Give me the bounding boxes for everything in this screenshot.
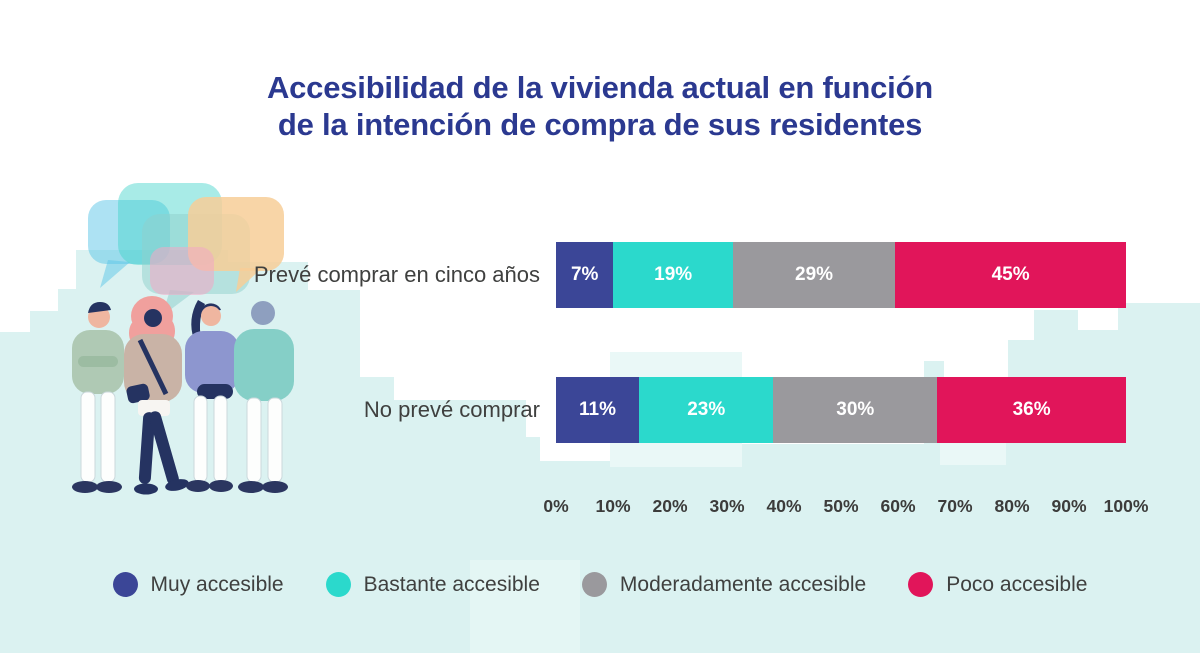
chart-title: Accesibilidad de la vivienda actual en f… — [0, 70, 1200, 143]
bar-segment-bastante-accesible: 19% — [613, 242, 733, 308]
chart-legend: Muy accesible Bastante accesible Moderadam… — [0, 572, 1200, 597]
legend-dot-muy-accesible — [112, 572, 138, 597]
segment-value-label: 19% — [654, 264, 693, 285]
x-axis-tick-20-: 20% — [652, 496, 688, 516]
segment-value-label: 7% — [570, 264, 599, 285]
bar-segment-bastante-accesible: 23% — [639, 377, 774, 443]
segment-value-label: 29% — [795, 264, 834, 285]
legend-item-poco-accesible: Poco accesible — [908, 572, 1087, 597]
legend-item-bastante-accesible: Bastante accesible — [325, 572, 540, 597]
legend-label-bastante-accesible: Bastante accesible — [363, 572, 540, 596]
segment-value-label: 36% — [1012, 399, 1051, 420]
bar-segment-muy-accesible: 7% — [556, 242, 614, 308]
x-axis-tick-70-: 70% — [937, 496, 973, 516]
segment-value-label: 23% — [687, 399, 726, 420]
category-label-preve-comprar: Prevé comprar en cinco años — [253, 262, 540, 287]
legend-dot-moderadamente-accesible — [581, 572, 607, 597]
legend-label-poco-accesible: Poco accesible — [946, 572, 1088, 596]
speech-bubbles-illustration — [88, 183, 284, 316]
x-axis-tick-0-: 0% — [543, 496, 569, 516]
x-axis-tick-10-: 10% — [595, 496, 631, 516]
bar-segment-moderadamente-accesible: 29% — [732, 242, 896, 308]
x-axis-tick-30-: 30% — [709, 496, 745, 516]
category-label-no-preve-comprar: No prevé comprar — [363, 397, 540, 422]
x-axis-tick-60-: 60% — [880, 496, 916, 516]
segment-value-label: 45% — [991, 264, 1030, 285]
stacked-bar-no-preve-comprar: 11% 23% 30% 36% — [556, 377, 1126, 443]
person-1 — [72, 302, 124, 493]
legend-item-muy-accesible: Muy accesible — [112, 572, 284, 597]
bar-segment-poco-accesible: 36% — [937, 377, 1126, 443]
people-illustration — [72, 296, 294, 495]
person-4 — [234, 301, 294, 493]
x-axis-tick-80-: 80% — [994, 496, 1030, 516]
chart-title-line1: Accesibilidad de la vivienda actual en f… — [266, 70, 934, 105]
stacked-bar-preve-comprar: 7% 19% 29% 45% — [556, 242, 1126, 308]
person-3 — [185, 300, 239, 492]
x-axis-tick-40-: 40% — [766, 496, 802, 516]
legend-item-moderadamente-accesible: Moderadamente accesible — [581, 572, 867, 597]
x-axis-tick-50-: 50% — [823, 496, 859, 516]
legend-dot-bastante-accesible — [325, 572, 351, 597]
person-2 — [124, 296, 189, 495]
x-axis-tick-100-: 100% — [1103, 496, 1149, 516]
chart-title-line2: de la intención de compra de sus residen… — [277, 106, 923, 142]
bar-segment-moderadamente-accesible: 30% — [773, 377, 938, 443]
segment-value-label: 11% — [579, 399, 617, 420]
bar-segment-muy-accesible: 11% — [556, 377, 640, 443]
x-axis: 0% 10% 20% 30% 40% 50% 60% 70% 80% 90% 100% — [543, 496, 1148, 522]
bar-segment-poco-accesible: 45% — [895, 242, 1126, 308]
legend-dot-poco-accesible — [908, 572, 934, 597]
segment-value-label: 30% — [836, 399, 875, 420]
x-axis-tick-90-: 90% — [1051, 496, 1087, 516]
legend-label-moderadamente-accesible: Moderadamente accesible — [619, 572, 867, 596]
legend-label-muy-accesible: Muy accesible — [150, 572, 284, 596]
